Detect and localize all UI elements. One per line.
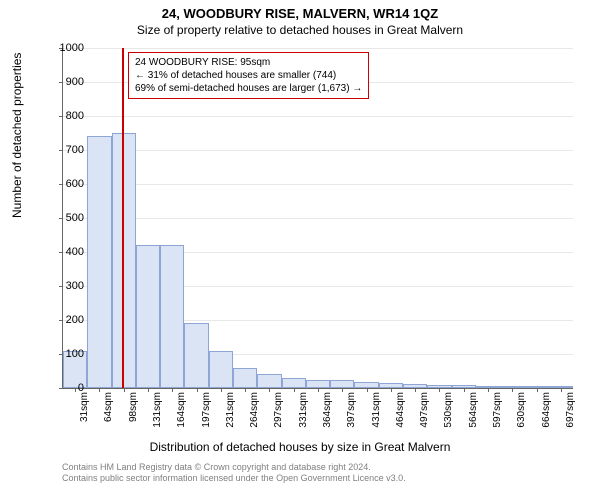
histogram-bar xyxy=(257,374,281,388)
histogram-bar xyxy=(160,245,184,388)
histogram-bar xyxy=(184,323,208,388)
annotation-line: ← 31% of detached houses are smaller (74… xyxy=(135,69,362,82)
xtick-label: 464sqm xyxy=(395,392,406,428)
chart-container: 24, WOODBURY RISE, MALVERN, WR14 1QZ Siz… xyxy=(0,0,600,500)
histogram-bar xyxy=(87,136,111,388)
annotation-box: 24 WOODBURY RISE: 95sqm← 31% of detached… xyxy=(128,52,369,99)
footer-line-1: Contains HM Land Registry data © Crown c… xyxy=(62,462,406,473)
xtick-mark xyxy=(172,388,173,392)
xtick-mark xyxy=(342,388,343,392)
xtick-label: 131sqm xyxy=(152,392,163,428)
xtick-label: 31sqm xyxy=(79,392,90,422)
xtick-label: 597sqm xyxy=(492,392,503,428)
ytick-label: 200 xyxy=(44,314,84,326)
xtick-mark xyxy=(439,388,440,392)
xtick-mark xyxy=(318,388,319,392)
histogram-bar xyxy=(306,380,330,389)
xtick-label: 331sqm xyxy=(298,392,309,428)
xtick-label: 364sqm xyxy=(322,392,333,428)
xtick-mark xyxy=(124,388,125,392)
ytick-label: 800 xyxy=(44,110,84,122)
xtick-mark xyxy=(245,388,246,392)
x-axis-label: Distribution of detached houses by size … xyxy=(0,440,600,454)
xtick-mark xyxy=(221,388,222,392)
chart-area: 31sqm64sqm98sqm131sqm164sqm197sqm231sqm2… xyxy=(62,48,572,388)
histogram-bar xyxy=(233,368,257,388)
xtick-mark xyxy=(269,388,270,392)
xtick-mark xyxy=(488,388,489,392)
xtick-mark xyxy=(294,388,295,392)
xtick-label: 530sqm xyxy=(443,392,454,428)
xtick-label: 564sqm xyxy=(468,392,479,428)
xtick-label: 164sqm xyxy=(176,392,187,428)
gridline xyxy=(63,218,573,219)
page-title: 24, WOODBURY RISE, MALVERN, WR14 1QZ xyxy=(0,0,600,21)
ytick-label: 700 xyxy=(44,144,84,156)
plot-region: 31sqm64sqm98sqm131sqm164sqm197sqm231sqm2… xyxy=(62,48,573,389)
gridline xyxy=(63,184,573,185)
histogram-bar xyxy=(136,245,160,388)
property-marker-line xyxy=(122,48,124,388)
footer-line-2: Contains public sector information licen… xyxy=(62,473,406,484)
xtick-mark xyxy=(367,388,368,392)
histogram-bar xyxy=(330,380,354,389)
histogram-bar xyxy=(112,133,136,388)
ytick-label: 400 xyxy=(44,246,84,258)
annotation-line: 24 WOODBURY RISE: 95sqm xyxy=(135,56,362,69)
xtick-label: 664sqm xyxy=(541,392,552,428)
ytick-label: 100 xyxy=(44,348,84,360)
xtick-mark xyxy=(537,388,538,392)
xtick-label: 231sqm xyxy=(225,392,236,428)
xtick-label: 197sqm xyxy=(201,392,212,428)
xtick-mark xyxy=(148,388,149,392)
xtick-mark xyxy=(415,388,416,392)
gridline xyxy=(63,150,573,151)
xtick-label: 98sqm xyxy=(128,392,139,422)
xtick-label: 431sqm xyxy=(371,392,382,428)
xtick-label: 397sqm xyxy=(346,392,357,428)
xtick-mark xyxy=(197,388,198,392)
xtick-label: 630sqm xyxy=(516,392,527,428)
xtick-mark xyxy=(464,388,465,392)
page-subtitle: Size of property relative to detached ho… xyxy=(0,21,600,37)
xtick-label: 64sqm xyxy=(103,392,114,422)
histogram-bar xyxy=(282,378,306,388)
ytick-label: 1000 xyxy=(44,42,84,54)
xtick-mark xyxy=(99,388,100,392)
xtick-label: 497sqm xyxy=(419,392,430,428)
y-axis-label: Number of detached properties xyxy=(10,53,24,218)
footer-attribution: Contains HM Land Registry data © Crown c… xyxy=(62,462,406,485)
xtick-label: 697sqm xyxy=(565,392,576,428)
xtick-mark xyxy=(391,388,392,392)
ytick-label: 300 xyxy=(44,280,84,292)
xtick-label: 297sqm xyxy=(273,392,284,428)
xtick-mark xyxy=(512,388,513,392)
ytick-label: 900 xyxy=(44,76,84,88)
xtick-label: 264sqm xyxy=(249,392,260,428)
gridline xyxy=(63,116,573,117)
gridline xyxy=(63,48,573,49)
ytick-label: 0 xyxy=(44,382,84,394)
annotation-line: 69% of semi-detached houses are larger (… xyxy=(135,82,362,95)
histogram-bar xyxy=(209,351,233,388)
ytick-label: 600 xyxy=(44,178,84,190)
xtick-mark xyxy=(561,388,562,392)
ytick-label: 500 xyxy=(44,212,84,224)
